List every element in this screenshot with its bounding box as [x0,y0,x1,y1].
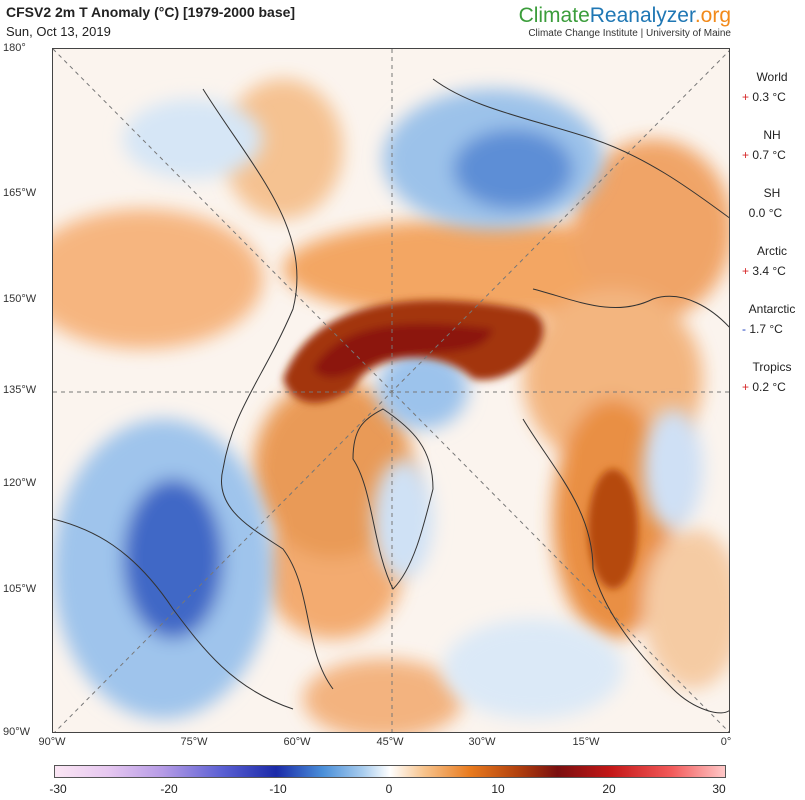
lon-label-left-4: 120°W [3,477,37,489]
brand-part-1: Climate [518,4,590,27]
stat-name: SH [763,186,781,200]
colorbar-tick: 0 [385,782,393,796]
stat-name: NH [763,128,781,142]
stat-name: Tropics [752,360,792,374]
stat-sh: SH 0.0 °C [742,186,802,244]
institution-credit: Climate Change Institute | University of… [528,28,731,39]
brand-part-3: .org [694,4,731,27]
lon-label-left-6: 90°W [3,726,31,738]
lon-label-left-3: 135°W [3,384,37,396]
stat-value: 1.7 °C [749,322,783,336]
lon-label-bottom-5: 15°W [572,736,600,748]
colorbar-tick: 10 [491,782,505,796]
stat-antarctic: Antarctic - 1.7 °C [742,302,802,360]
lon-label-bottom-4: 30°W [468,736,496,748]
brand-part-2: Reanalyzer [589,4,695,27]
anomaly-map-graphic [53,49,729,732]
lon-label-bottom-1: 75°W [180,736,208,748]
lon-label-left-2: 150°W [3,293,37,305]
lon-label-left-0: 180° [3,42,26,54]
stat-world: World + 0.3 °C [742,70,802,128]
colorbar-tick: 30 [712,782,726,796]
lon-label-left-5: 105°W [3,583,37,595]
regional-stats-panel: World + 0.3 °C NH + 0.7 °C SH 0.0 °C Arc… [742,70,802,418]
stat-value: 0.0 °C [748,206,783,220]
lon-label-bottom-2: 60°W [283,736,311,748]
stat-value: 0.3 °C [752,90,786,104]
colorbar-tick: -20 [160,782,178,796]
map-title: CFSV2 2m T Anomaly (°C) [1979-2000 base] [6,4,296,20]
map-date: Sun, Oct 13, 2019 [6,24,111,39]
stat-tropics: Tropics + 0.2 °C [742,360,802,418]
lon-label-bottom-0: 90°W [38,736,66,748]
color-scale-bar [54,765,726,778]
stat-value: 0.7 °C [752,148,786,162]
stat-sign: + [742,264,750,278]
colorbar-tick: -30 [49,782,67,796]
stat-sign: + [742,148,750,162]
stat-sign: + [742,90,750,104]
lon-label-bottom-3: 45°W [376,736,404,748]
stat-name: World [756,70,788,84]
lon-label-bottom-6: 0° [720,736,732,748]
lon-label-left-1: 165°W [3,187,37,199]
stat-name: Antarctic [748,302,796,316]
stat-value: 0.2 °C [752,380,786,394]
stat-sign: - [742,322,746,336]
anomaly-map [52,48,730,733]
brand-logo[interactable]: ClimateReanalyzer.org [519,4,731,28]
stat-name: Arctic [757,244,787,258]
colorbar-tick: 20 [602,782,616,796]
stat-nh: NH + 0.7 °C [742,128,802,186]
stat-value: 3.4 °C [752,264,786,278]
stat-sign: + [742,380,750,394]
colorbar-tick: -10 [269,782,287,796]
stat-arctic: Arctic + 3.4 °C [742,244,802,302]
